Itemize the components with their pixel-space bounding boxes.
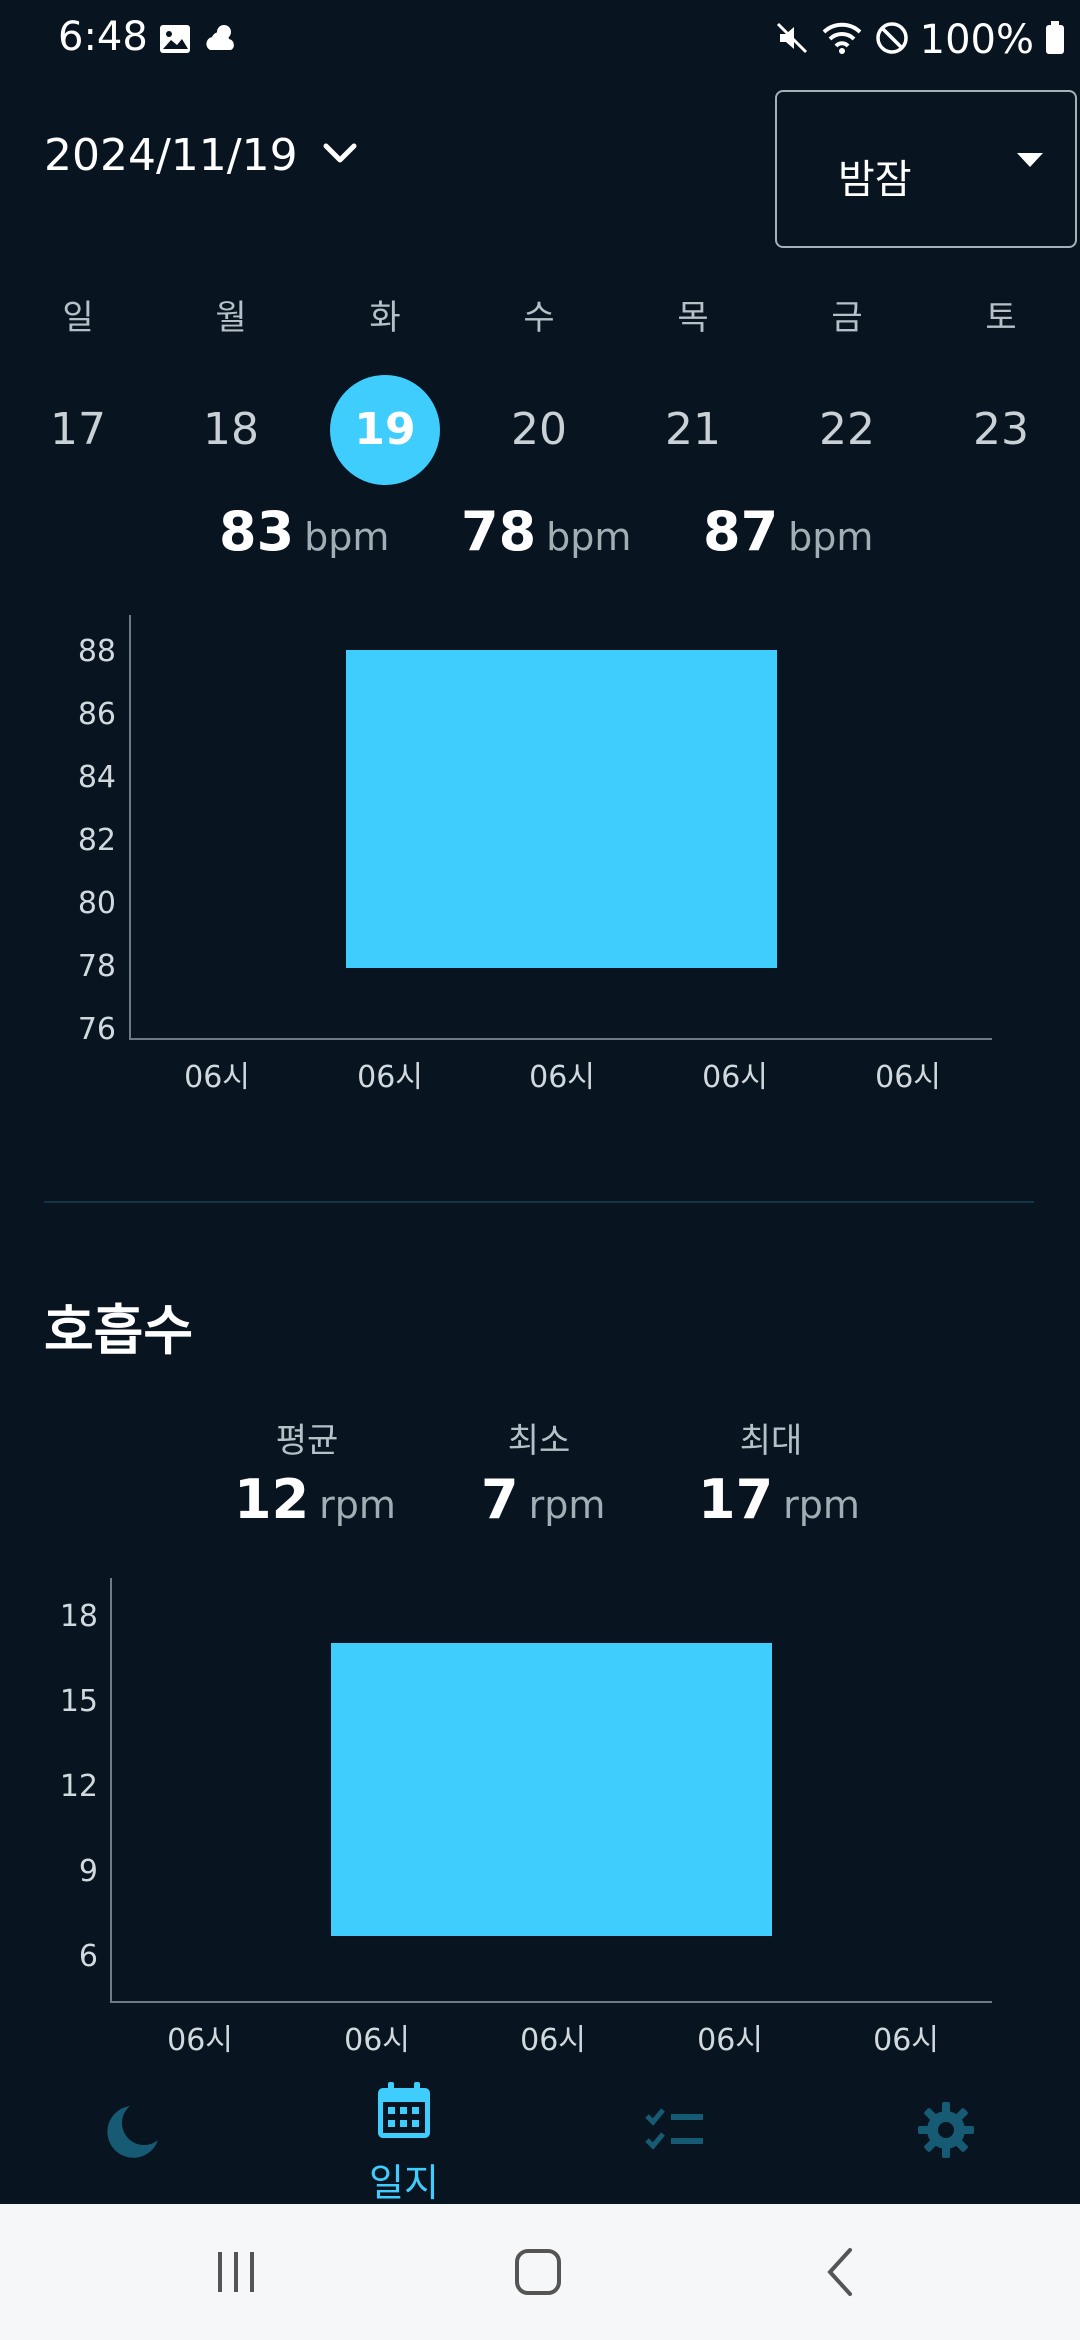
- sleep-mode-dropdown[interactable]: 밤잠: [775, 90, 1077, 248]
- resp-xtick: 06시: [873, 2023, 939, 2058]
- respiration-avg-value: 12: [234, 1468, 310, 1531]
- mute-icon: [774, 20, 810, 60]
- weekday-mon: 월: [215, 298, 247, 338]
- date-text: 2024/11/19: [44, 130, 298, 181]
- weekday-fri: 금: [831, 298, 863, 338]
- respiration-range-bar: [331, 1642, 772, 1937]
- heart-rate-min: 78 bpm: [461, 500, 631, 563]
- heart-rate-range-bar: [346, 650, 777, 968]
- respiration-min-unit: rpm: [528, 1483, 606, 1527]
- status-icons: 100%: [774, 14, 1066, 66]
- heart-rate-avg: 83 bpm: [219, 500, 389, 563]
- hr-ytick-78: 78: [77, 949, 116, 984]
- hr-xtick: 06시: [875, 1060, 941, 1095]
- hr-ytick-82: 82: [77, 823, 116, 858]
- respiration-max-label: 최대: [739, 1421, 803, 1461]
- dropdown-arrow-icon: [1015, 150, 1045, 174]
- heart-rate-max-unit: bpm: [788, 515, 874, 559]
- system-navigation-bar: [0, 2204, 1080, 2340]
- checklist-icon: [643, 2104, 707, 2160]
- nav-journal[interactable]: 일지: [314, 2080, 494, 2210]
- section-divider: [44, 1201, 1034, 1203]
- sleep-icon: [100, 2100, 164, 2168]
- respiration-y-axis: [110, 1578, 112, 2003]
- resp-xtick: 06시: [167, 2023, 233, 2058]
- heart-rate-max: 87 bpm: [703, 500, 873, 563]
- weather-icon: [202, 20, 242, 60]
- hr-ytick-84: 84: [77, 760, 116, 795]
- weekday-sat: 토: [985, 298, 1017, 338]
- journal-icon: [374, 2080, 434, 2146]
- resp-ytick-12: 12: [59, 1769, 98, 1804]
- resp-ytick-18: 18: [59, 1599, 98, 1634]
- heart-rate-min-unit: bpm: [546, 515, 632, 559]
- respiration-max-value: 17: [698, 1468, 774, 1531]
- recent-apps-icon: [212, 2248, 260, 2300]
- resp-xtick: 06시: [344, 2023, 410, 2058]
- weekday-wed: 수: [523, 298, 555, 338]
- home-icon: [512, 2246, 564, 2302]
- nav-journal-label: 일지: [369, 2161, 439, 2205]
- wifi-icon: [820, 20, 864, 60]
- respiration-max-unit: rpm: [783, 1483, 860, 1527]
- weekday-thu: 목: [677, 298, 709, 338]
- hr-ytick-76: 76: [77, 1012, 116, 1047]
- heart-rate-min-value: 78: [461, 500, 537, 563]
- hr-xtick: 06시: [184, 1060, 250, 1095]
- hr-ytick-88: 88: [77, 634, 116, 669]
- back-icon: [820, 2246, 860, 2302]
- weekday-sun: 일: [62, 298, 94, 338]
- hr-ytick-86: 86: [77, 697, 116, 732]
- heart-rate-x-axis: [129, 1038, 992, 1040]
- hr-ytick-80: 80: [77, 886, 116, 921]
- day-22[interactable]: 22: [819, 404, 875, 455]
- heart-rate-y-axis: [129, 615, 131, 1040]
- nav-checklist[interactable]: [585, 2080, 765, 2210]
- respiration-avg-unit: rpm: [319, 1483, 396, 1527]
- gallery-icon: [158, 22, 192, 60]
- date-selector[interactable]: 2024/11/19: [44, 130, 360, 181]
- resp-ytick-6: 6: [78, 1939, 98, 1974]
- nav-sleep[interactable]: [42, 2080, 222, 2210]
- recent-apps-button[interactable]: [176, 2234, 296, 2314]
- respiration-max: 17 rpm: [698, 1468, 860, 1531]
- respiration-min: 7 rpm: [481, 1468, 605, 1531]
- respiration-avg-label: 평균: [275, 1421, 339, 1461]
- battery-percent: 100%: [919, 17, 1034, 63]
- resp-xtick: 06시: [520, 2023, 586, 2058]
- day-18[interactable]: 18: [203, 404, 259, 455]
- home-button[interactable]: [478, 2234, 598, 2314]
- battery-icon: [1044, 20, 1066, 60]
- respiration-x-axis: [110, 2001, 992, 2003]
- resp-ytick-9: 9: [78, 1854, 98, 1889]
- nav-settings[interactable]: [856, 2080, 1036, 2210]
- back-button[interactable]: [780, 2234, 900, 2314]
- weekday-tue: 화: [369, 298, 401, 338]
- respiration-min-label: 최소: [507, 1421, 571, 1461]
- day-23[interactable]: 23: [973, 404, 1029, 455]
- day-19-selected[interactable]: 19: [330, 375, 440, 485]
- day-21[interactable]: 21: [665, 404, 721, 455]
- respiration-avg: 12 rpm: [234, 1468, 396, 1531]
- day-20[interactable]: 20: [511, 404, 567, 455]
- chevron-down-icon: [320, 139, 360, 173]
- resp-xtick: 06시: [697, 2023, 763, 2058]
- heart-rate-chart: 88 86 84 82 80 78 76 06시 06시 06시 06시 06시: [0, 600, 1080, 1100]
- heart-rate-avg-unit: bpm: [304, 515, 390, 559]
- day-17[interactable]: 17: [50, 404, 106, 455]
- respiration-title: 호흡수: [44, 1299, 194, 1362]
- dnd-icon: [874, 20, 910, 60]
- settings-icon: [916, 2100, 976, 2164]
- heart-rate-max-value: 87: [703, 500, 779, 563]
- hr-xtick: 06시: [702, 1060, 768, 1095]
- sleep-mode-label: 밤잠: [838, 157, 912, 203]
- hr-xtick: 06시: [529, 1060, 595, 1095]
- status-time: 6:48: [58, 14, 148, 60]
- heart-rate-avg-value: 83: [219, 500, 295, 563]
- resp-ytick-15: 15: [59, 1684, 98, 1719]
- hr-xtick: 06시: [357, 1060, 423, 1095]
- respiration-min-value: 7: [481, 1468, 519, 1531]
- respiration-chart: 18 15 12 9 6 06시 06시 06시 06시 06시: [0, 1560, 1080, 2060]
